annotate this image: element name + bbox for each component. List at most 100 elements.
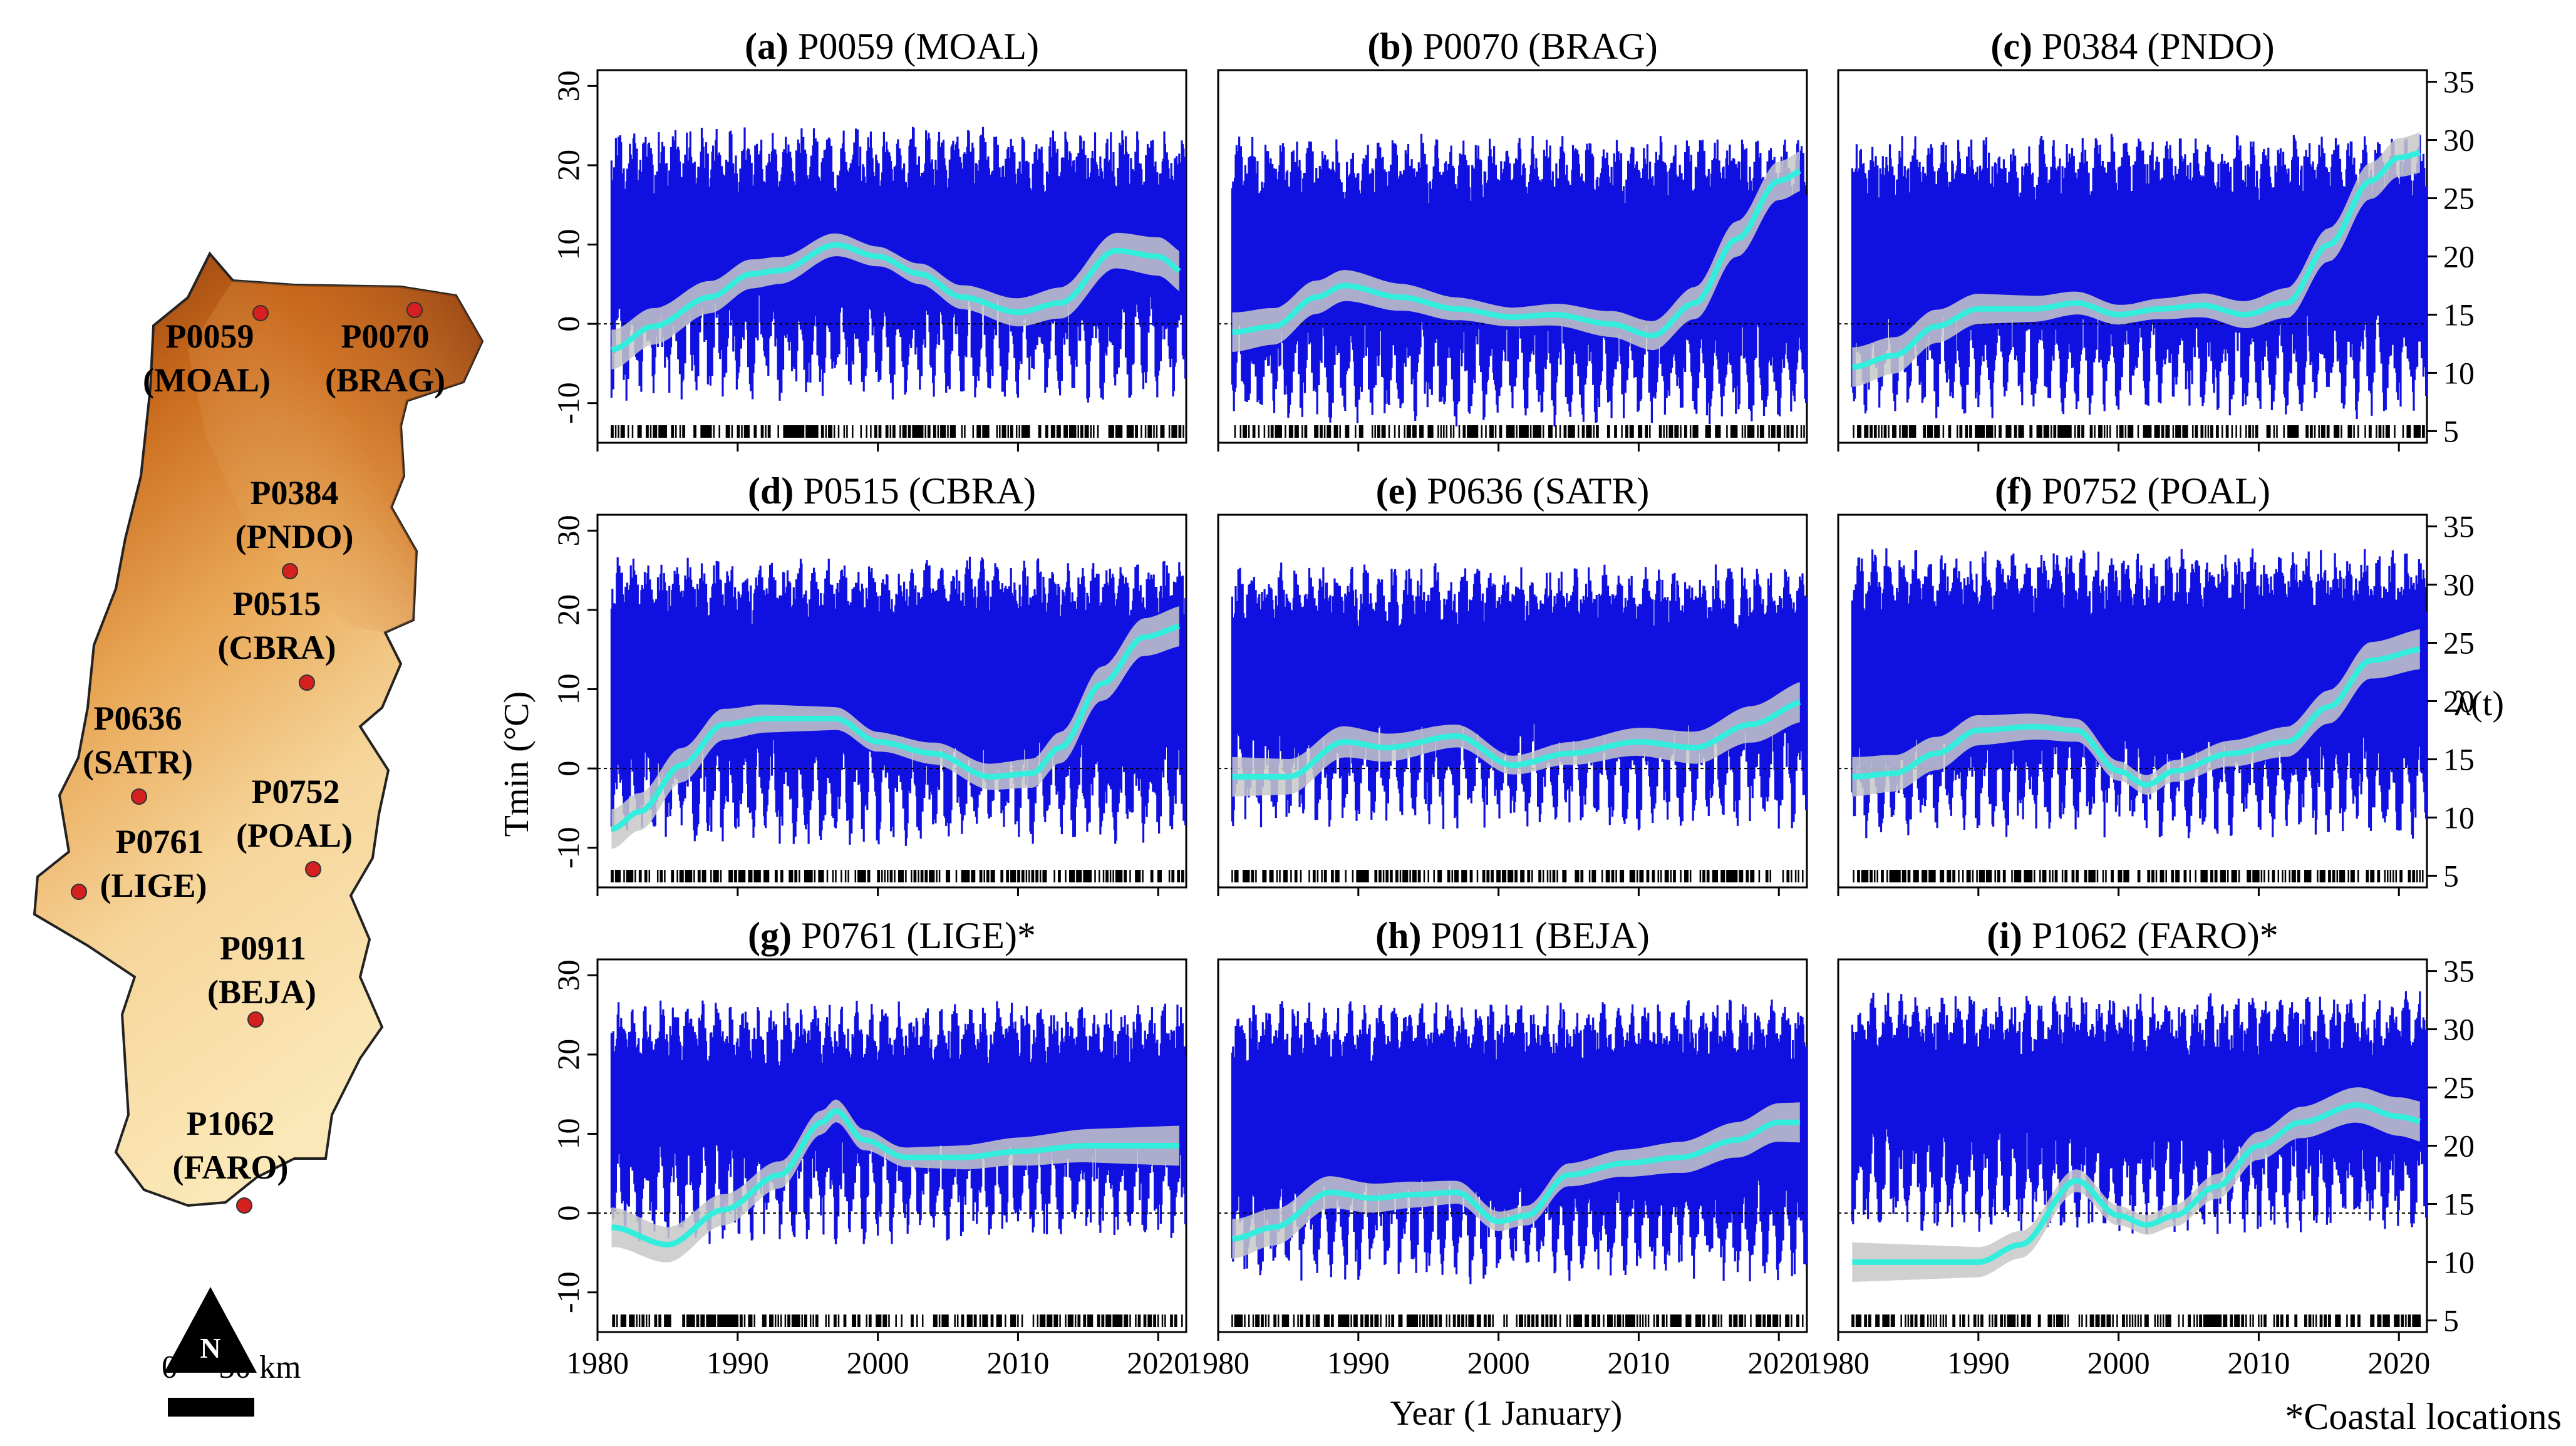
y-right-tick-label: 25: [2443, 1070, 2475, 1105]
intensity-confidence-band: [1232, 150, 1800, 352]
y-left-tick-label: 10: [551, 229, 586, 261]
station-dot-p0636[interactable]: [131, 788, 147, 805]
y-axis-label-right: λ(t): [2454, 684, 2504, 723]
station-dot-p1062[interactable]: [236, 1197, 252, 1214]
station-dot-p0059[interactable]: [252, 305, 269, 321]
y-left-tick-label: 10: [551, 1118, 586, 1150]
panel-title: (b) P0070 (BRAG): [1367, 26, 1657, 67]
station-dot-p0761[interactable]: [71, 884, 87, 900]
map-label-p0761-abbr: (LIGE): [100, 867, 207, 904]
map-label-p0384-abbr: (PNDO): [235, 518, 354, 555]
panel-label: (a): [745, 26, 798, 67]
panel-title: (d) P0515 (CBRA): [748, 470, 1036, 512]
map-label-p0636-abbr: (SATR): [83, 743, 193, 781]
y-left-tick-label: -10: [551, 1271, 586, 1313]
event-rug: [1231, 1314, 1804, 1327]
map-label-p1062-abbr: (FARO): [173, 1149, 289, 1186]
panel-f: (f) P0752 (POAL) 5 10 15 20 25 30 35: [1837, 470, 2475, 896]
y-left-tick-label: 0: [551, 1206, 586, 1221]
intensity-confidence-band: [611, 606, 1179, 849]
x-tick-label: 1990: [706, 1345, 769, 1380]
station-dot-p0070[interactable]: [406, 302, 423, 318]
intensity-line: [1852, 646, 2421, 788]
coastal-footnote: *Coastal locations: [2285, 1396, 2562, 1437]
tmin-series: [1231, 562, 1808, 830]
intensity-line: [611, 1107, 1179, 1248]
y-right-tick-label: 25: [2443, 626, 2475, 661]
map-label-p0070-code: P0070: [341, 318, 430, 355]
event-rug: [611, 425, 1187, 438]
panel-label: (d): [748, 470, 803, 512]
y-right-tick-label: 5: [2443, 413, 2459, 448]
intensity-confidence-band: [1852, 629, 2420, 797]
y-left-tick-label: 30: [551, 515, 586, 546]
panel-station: P0761 (LIGE)*: [801, 915, 1036, 956]
station-dot-p0752[interactable]: [305, 861, 321, 877]
panel-i: (i) P1062 (FARO)* 5 10 15 20 25 30 35 1980 1990 20…: [1807, 915, 2475, 1380]
map-label-p0515-code: P0515: [233, 585, 321, 622]
y-right-tick-label: 20: [2443, 239, 2475, 274]
intensity-line: [1232, 699, 1801, 780]
panel-title: (g) P0761 (LIGE)*: [748, 915, 1036, 956]
x-tick-label: 2010: [2227, 1345, 2290, 1380]
x-tick-label: 2000: [2087, 1345, 2150, 1380]
y-right-tick-label: 35: [2443, 65, 2475, 100]
panel-a: (a) P0059 (MOAL) -10 0 10 20 30: [551, 26, 1187, 452]
intensity-line: [1232, 168, 1801, 339]
station-dot-p0384[interactable]: [282, 563, 298, 579]
x-tick-label: 2010: [986, 1345, 1049, 1380]
panel-station: P1062 (FARO)*: [2032, 915, 2279, 956]
y-right-tick-label: 15: [2443, 1186, 2475, 1221]
y-left-tick-label: 10: [551, 674, 586, 705]
map-label-p0515-abbr: (CBRA): [218, 629, 336, 666]
event-rug: [612, 1314, 1183, 1327]
map-label-p0752-abbr: (POAL): [236, 817, 353, 854]
y-right-tick-label: 35: [2443, 954, 2475, 989]
panel-station: P0911 (BEJA): [1430, 915, 1649, 956]
map-label-p1062-code: P1062: [187, 1105, 275, 1142]
panels: (a) P0059 (MOAL) -10 0 10 20 30 (b) P0070 (BRA…: [551, 26, 2475, 1380]
panel-label: (i): [1987, 915, 2032, 956]
x-tick-label: 1980: [1807, 1345, 1870, 1380]
panel-station: P0752 (POAL): [2042, 470, 2270, 512]
panel-station: P0070 (BRAG): [1423, 26, 1658, 67]
y-left-tick-label: 30: [551, 70, 586, 101]
station-dot-p0515[interactable]: [299, 674, 315, 691]
map-label-p0636-code: P0636: [94, 700, 182, 737]
y-left-tick-label: 0: [551, 316, 586, 332]
x-tick-label: 2000: [1467, 1345, 1530, 1380]
x-tick-label: 1990: [1327, 1345, 1390, 1380]
panel-title: (a) P0059 (MOAL): [745, 26, 1039, 67]
y-axis-label-left: Tmin (°C): [497, 691, 536, 837]
station-dot-p0911[interactable]: [247, 1011, 264, 1028]
panel-label: (h): [1375, 915, 1430, 956]
panel-b: (b) P0070 (BRAG): [1217, 26, 1808, 452]
y-right-tick-label: 10: [2443, 355, 2475, 390]
event-rug: [1851, 1314, 2428, 1327]
map-label-p0752-code: P0752: [252, 773, 340, 810]
panel-label: (g): [748, 915, 801, 956]
y-right-tick-label: 5: [2443, 858, 2459, 893]
panel-c: (c) P0384 (PNDO) 5 10 15 20 25 30 35: [1837, 26, 2475, 452]
y-right-tick-label: 10: [2443, 800, 2475, 835]
map-label-p0059-abbr: (MOAL): [143, 361, 271, 399]
x-tick-label: 2020: [2367, 1345, 2430, 1380]
x-tick-label: 2010: [1607, 1345, 1670, 1380]
y-left-tick-label: 20: [551, 150, 586, 181]
event-rug: [1853, 870, 2424, 882]
panel-label: (e): [1376, 470, 1427, 512]
x-tick-label: 1990: [1947, 1345, 2010, 1380]
tmin-series: [610, 1000, 1187, 1244]
scale-bar-label: 0 50 km: [162, 1350, 301, 1385]
panel-title: (e) P0636 (SATR): [1376, 470, 1650, 512]
map-label-p0911-code: P0911: [220, 929, 306, 967]
panel-h: (h) P0911 (BEJA) 1980 1990 2000 2010 2020: [1187, 915, 1810, 1380]
y-left-tick-label: 20: [551, 594, 586, 626]
x-tick-label: 2000: [847, 1345, 909, 1380]
intensity-line: [611, 242, 1181, 353]
x-tick-label: 1980: [1187, 1345, 1249, 1380]
y-left-tick-label: 20: [551, 1039, 586, 1070]
y-right-tick-label: 20: [2443, 684, 2475, 719]
panel-e: (e) P0636 (SATR): [1217, 470, 1808, 896]
